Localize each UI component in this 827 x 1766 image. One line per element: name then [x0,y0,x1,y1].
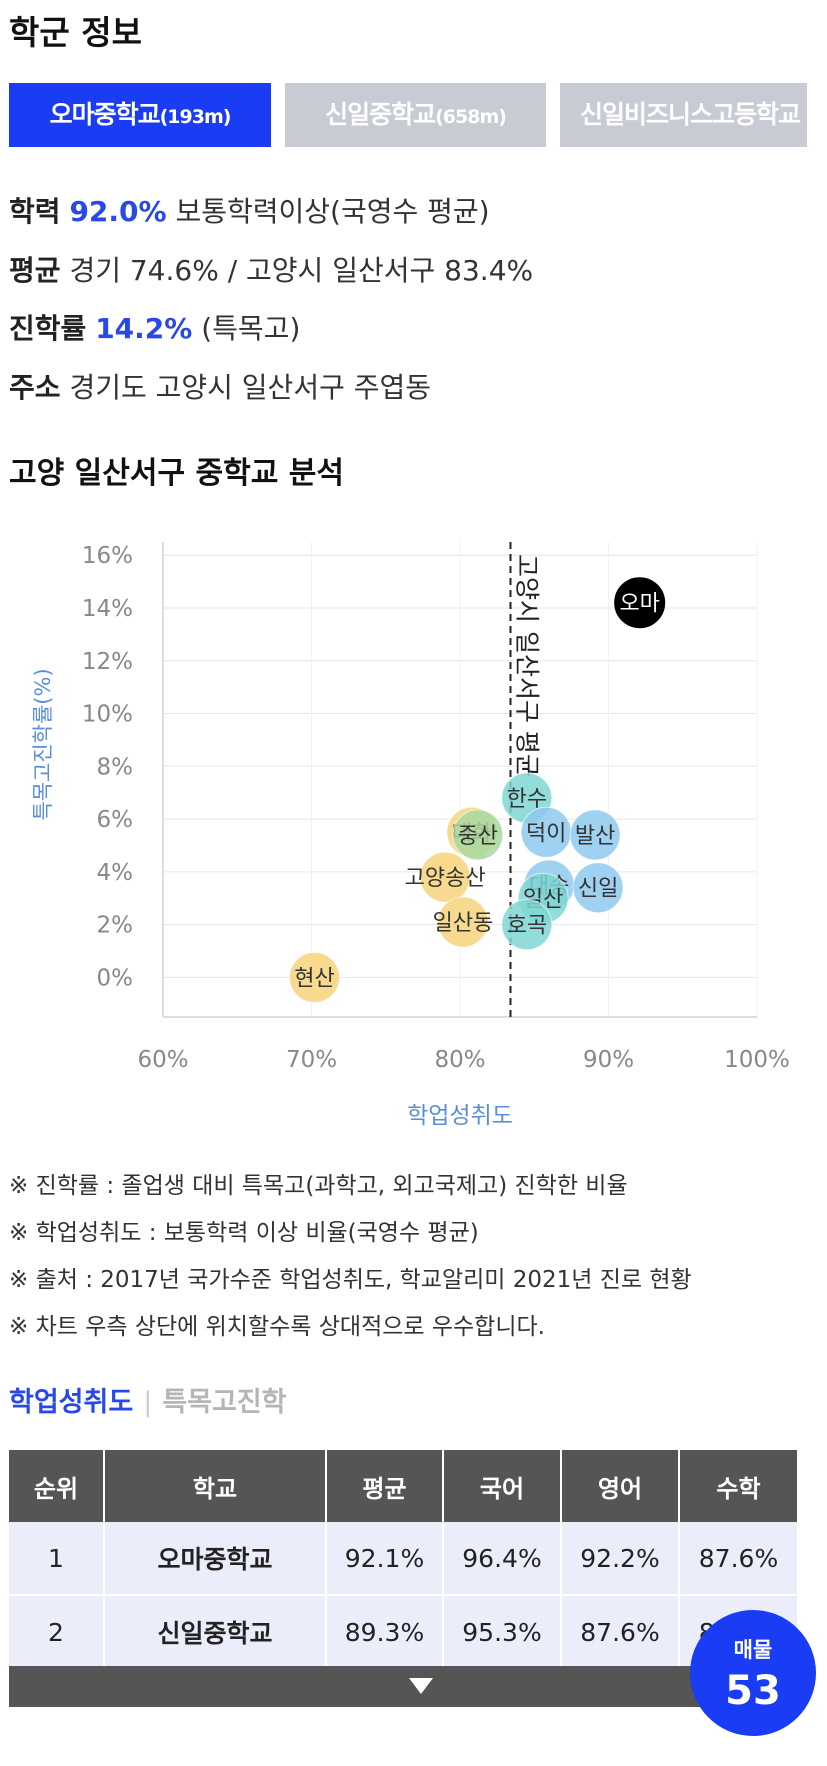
cell-average: 89.3% [326,1595,444,1670]
data-point [572,862,624,914]
chevron-down-icon [409,1678,433,1694]
tab-school-distance: (193m) [159,106,232,128]
achievement-value: 92.0% [69,195,167,228]
subtab-special-high[interactable]: 특목고진학 [162,1387,287,1418]
scatter-chart: 16% 14% 12% 10% 8% 6% 4% 2% 0% 60% 70% 80% 90% 100% 학업… [31,542,790,1129]
info-average: 평균 경기 74.6% / 고양시 일산서구 83.4% [9,249,533,289]
tab-school-3[interactable]: 신일비즈니스고등학교 [560,83,807,147]
expand-table-button[interactable] [9,1666,797,1707]
address-label: 주소 [9,371,61,404]
address-text: 경기도 고양시 일산서구 주엽동 [69,371,432,404]
table-header-row: 순위 학교 평균 국어 영어 수학 [9,1450,797,1522]
col-english: 영어 [561,1450,680,1522]
cell-english: 92.2% [561,1522,680,1596]
x-tick-label: 80% [434,1047,485,1073]
data-point-label: 호곡 [507,914,547,939]
average-text: 경기 74.6% / 고양시 일산서구 83.4% [69,254,534,287]
tab-school-2[interactable]: 신일중학교(658m) [285,83,546,147]
school-tabs: 오마중학교(193m) 신일중학교(658m) 신일비즈니스고등학교 [9,83,807,147]
subtab-achievement[interactable]: 학업성취도 [9,1387,134,1418]
advance-label: 진학률 [9,312,87,345]
ranking-subtabs: 학업성취도 | 특목고진학 [9,1380,287,1419]
cell-korean: 95.3% [443,1595,562,1670]
info-advance-rate: 진학률 14.2% (특목고) [9,307,300,347]
achievement-label: 학력 [9,195,61,228]
tab-school-name: 신일비즈니스고등학교 [580,100,801,129]
section-title: 학군 정보 [9,13,142,52]
y-axis-label: 특목고진학률(%) [31,668,55,820]
note-line: ※ 학업성취도 : 보통학력 이상 비율(국영수 평균) [9,1220,479,1246]
data-point [437,896,489,948]
y-tick-label: 6% [97,807,134,833]
x-tick-label: 60% [137,1047,188,1073]
y-tick-label: 14% [82,596,133,622]
listings-fab-button[interactable]: 매물 53 [690,1610,816,1736]
data-point [614,577,666,629]
cell-school: 오마중학교 [104,1522,327,1596]
data-point-label: 덕이 [526,821,566,846]
cell-english: 87.6% [561,1595,680,1670]
cell-school: 신일중학교 [104,1595,327,1670]
subtab-separator: | [143,1387,153,1418]
tab-school-name: 신일중학교 [325,100,436,129]
data-point [452,809,504,861]
col-school: 학교 [104,1450,327,1522]
info-achievement: 학력 92.0% 보통학력이상(국영수 평균) [9,190,490,230]
chart-notes: ※ 진학률 : 졸업생 대비 특목고(과학고, 외고국제고) 진학한 비율 ※ … [9,1163,692,1351]
data-point-label: 발산 [575,824,615,849]
tab-school-distance: (658m) [435,106,507,128]
y-tick-label: 4% [97,860,134,886]
y-tick-label: 12% [82,649,133,675]
data-point [288,951,340,1003]
y-tick-label: 16% [82,543,133,569]
y-tick-label: 0% [97,965,134,991]
fab-label: 매물 [733,1638,773,1662]
achievement-desc: 보통학력이상(국영수 평균) [175,195,490,228]
advance-desc: (특목고) [201,312,301,345]
note-line: ※ 진학률 : 졸업생 대비 특목고(과학고, 외고국제고) 진학한 비율 [9,1173,628,1199]
y-tick-label: 8% [97,754,134,780]
data-point-label: 고양송산 [405,866,486,891]
data-point-label: 현산 [294,966,334,991]
table-row[interactable]: 2 신일중학교 89.3% 95.3% 87.6% 85.1% [9,1595,797,1670]
y-tick-label: 10% [82,702,133,728]
average-label: 평균 [9,254,61,287]
x-tick-label: 100% [724,1047,790,1073]
cell-math: 87.6% [679,1522,797,1596]
cell-korean: 96.4% [443,1522,562,1596]
chart-heading: 고양 일산서구 중학교 분석 [9,456,344,491]
data-point-label: 오마 [619,592,659,617]
info-address: 주소 경기도 고양시 일산서구 주엽동 [9,366,431,406]
ranking-table: 순위 학교 평균 국어 영어 수학 1 오마중학교 92.1% 96.4% 92… [9,1450,797,1670]
y-tick-label: 2% [97,913,134,939]
col-math: 수학 [679,1450,797,1522]
cell-average: 92.1% [326,1522,444,1596]
col-rank: 순위 [9,1450,105,1522]
cell-rank: 2 [9,1595,105,1670]
note-line: ※ 출처 : 2017년 국가수준 학업성취도, 학교알리미 2021년 진로 … [9,1267,692,1293]
data-point [419,851,471,903]
note-line: ※ 차트 우측 상단에 위치할수록 상대적으로 우수합니다. [9,1314,545,1340]
data-point [501,899,553,951]
average-reference-label: 고양시 일산서구 평균 [512,554,541,777]
tab-school-name: 오마중학교 [49,100,161,129]
data-point [569,809,621,861]
advance-value: 14.2% [95,312,193,345]
col-korean: 국어 [443,1450,562,1522]
data-point-label: 일산동 [433,911,494,936]
tab-school-1[interactable]: 오마중학교(193m) [9,83,271,147]
cell-rank: 1 [9,1522,105,1596]
data-point-label: 신일 [578,877,618,902]
table-row[interactable]: 1 오마중학교 92.1% 96.4% 92.2% 87.6% [9,1522,797,1596]
x-axis-label: 학업성취도 [407,1103,513,1129]
x-tick-label: 90% [583,1047,634,1073]
data-point-label: 중산 [458,824,498,849]
col-average: 평균 [326,1450,444,1522]
fab-count: 53 [725,1668,781,1714]
x-tick-label: 70% [286,1047,337,1073]
